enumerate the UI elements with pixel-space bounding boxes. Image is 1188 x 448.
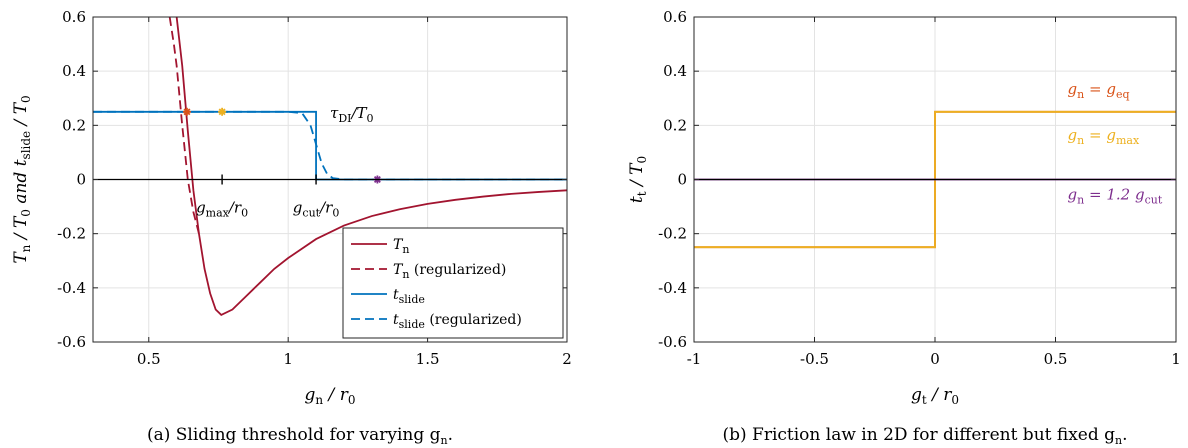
tslide-regularized-curve [93,110,567,181]
panel-b-ylabel: tt / T0 [627,156,649,203]
point-marker [182,107,191,116]
legend-entry: tslide [351,287,425,306]
point-marker [218,107,227,116]
legend-label: Tn (regularized) [393,262,506,281]
panel-b-xtick-label: -0.5 [800,350,829,368]
panel-b-ytick-label: 0.4 [663,62,687,80]
panel-a-chart: 0.5 1 1.5 2 -0.6 -0.4 -0.2 0 0.2 0.4 0.6 Tn Tn (reg… [11,8,572,447]
panel-b-xtick-label: 1 [1171,350,1181,368]
panel-a-ylabel: Tn / T0 and tslide / T0 [11,95,33,263]
panel-a-xtick-label: 0.5 [137,350,161,368]
xaxis-marker-label: gcut/r0 [293,199,340,220]
panel-a-ytick-label: -0.4 [57,279,86,297]
panel-a-labels: gmax/r0 gcut/r0 τDI/T0 gn / r0 Tn / T0 and t… [11,95,453,447]
panel-a-ytick-label: -0.2 [57,225,86,243]
panel-a-xtick-label: 2 [562,350,572,368]
panel-b-chart: -1 -0.5 0 0.5 1 -0.6 -0.4 -0.2 0 0.2 0.4 0.6 gn = g… [627,8,1181,447]
panel-b-caption: (b) Friction law in 2D for different but… [722,425,1127,447]
panel-b-ytick-label: -0.6 [658,333,687,351]
panel-b-labels: gn = geq gn = gmax gn = 1.2 gcut gt / r0 tt … [627,80,1163,447]
legend-label: tslide (regularized) [393,312,522,331]
legend-entry: tslide (regularized) [351,312,522,331]
legend-label: tslide [393,287,425,306]
panel-b-ytick-label: -0.2 [658,225,687,243]
panel-b-ytick-label: -0.4 [658,279,687,297]
legend-entry: Tn [351,237,409,256]
panel-b-xtick-label: 0 [930,350,940,368]
series-label: gn = geq [1068,80,1130,101]
panel-b-axes: -1 -0.5 0 0.5 1 -0.6 -0.4 -0.2 0 0.2 0.4 0.6 [658,8,1181,368]
panel-a-legend: Tn Tn (regularized) tslide tslide (regulari… [342,227,564,339]
panel-a-ytick-label: 0.4 [62,62,86,80]
panel-a-xlabel: gn / r0 [305,385,356,407]
panel-a-ytick-label: 0.2 [62,116,86,134]
panel-a-ytick-label: 0 [76,171,86,189]
panel-b-xtick-label: -1 [687,350,702,368]
legend-label: Tn [393,237,409,256]
series-label: gn = 1.2 gcut [1068,185,1163,206]
panel-a-xtick-label: 1 [283,350,293,368]
panel-a-ytick-label: 0.6 [62,8,86,26]
panel-a-ytick-label: -0.6 [57,333,86,351]
panel-a-axes: 0.5 1 1.5 2 -0.6 -0.4 -0.2 0 0.2 0.4 0.6 [57,8,572,368]
panel-a-xtick-label: 1.5 [416,350,440,368]
panel-b-ytick-label: 0 [677,171,687,189]
series-label: gn = gmax [1068,126,1140,147]
panel-b-xlabel: gt / r0 [911,385,959,407]
tau-annotation: τDI/T0 [330,104,374,125]
legend-entry: Tn (regularized) [351,262,506,281]
panel-b-xtick-label: 0.5 [1044,350,1068,368]
panel-a-caption: (a) Sliding threshold for varying gn. [147,425,453,447]
tslide-curve [93,110,567,181]
panel-b-ytick-label: 0.6 [663,8,687,26]
tn-regularized-curve [168,17,200,234]
panel-b-ytick-label: 0.2 [663,116,687,134]
xaxis-marker-label: gmax/r0 [196,199,248,220]
